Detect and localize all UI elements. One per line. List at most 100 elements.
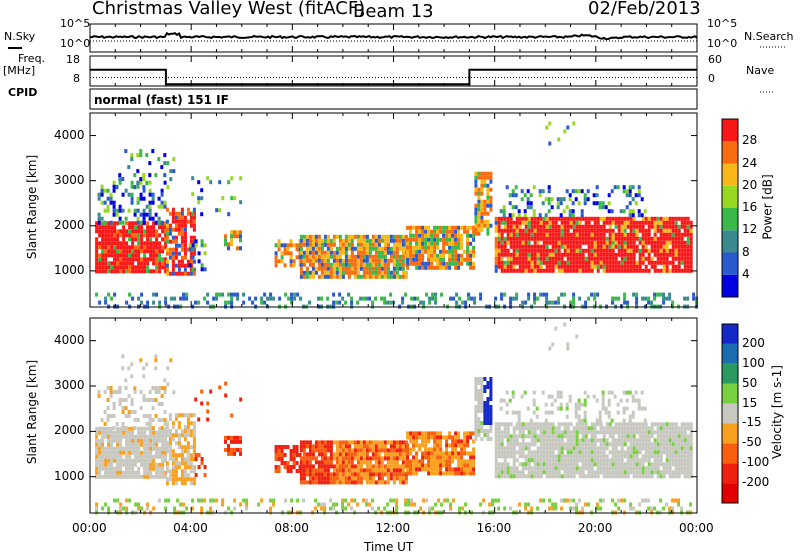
data-cell (554, 506, 558, 511)
data-cell (433, 463, 437, 468)
data-cell (635, 292, 639, 297)
data-cell (350, 254, 354, 259)
data-cell (515, 442, 519, 447)
data-cell (121, 410, 125, 414)
data-cell (418, 443, 422, 448)
data-cell (154, 358, 158, 363)
data-cell (494, 434, 498, 439)
data-cell (371, 266, 375, 271)
data-cell (329, 266, 333, 271)
data-cell (497, 236, 501, 241)
data-cell (578, 454, 582, 459)
data-cell (593, 470, 597, 475)
data-cell (566, 228, 570, 233)
data-cell (477, 227, 481, 232)
data-cell (174, 219, 178, 224)
data-cell (611, 248, 615, 253)
data-cell (662, 268, 666, 273)
data-cell (160, 200, 164, 205)
data-cell (125, 466, 129, 471)
data-cell (101, 241, 105, 246)
data-cell (575, 426, 579, 431)
data-cell (503, 252, 507, 257)
data-cell (506, 446, 510, 451)
data-cell (183, 267, 187, 272)
data-cell (131, 233, 135, 238)
data-cell (128, 462, 132, 467)
data-cell (503, 470, 507, 475)
data-cell (289, 449, 293, 453)
data-cell (143, 434, 147, 439)
data-cell (514, 410, 518, 415)
data-cell (625, 406, 629, 411)
data-cell (239, 246, 242, 251)
data-cell (277, 465, 281, 469)
data-cell (533, 458, 537, 463)
data-cell (143, 430, 147, 435)
data-cell (557, 228, 561, 233)
data-cell (530, 434, 534, 439)
data-cell (653, 260, 657, 265)
data-cell (497, 454, 501, 459)
data-cell (536, 474, 540, 479)
data-cell (374, 258, 378, 263)
data-cell (383, 258, 387, 263)
data-cell (164, 245, 168, 250)
data-cell (542, 422, 546, 427)
data-cell (371, 258, 375, 263)
data-cell (551, 450, 555, 455)
data-cell (442, 253, 446, 258)
data-cell (506, 430, 510, 435)
data-cell (617, 434, 621, 439)
data-cell (503, 264, 507, 269)
data-cell (130, 153, 134, 158)
data-cell (415, 229, 419, 234)
data-cell (668, 292, 672, 297)
data-cell (344, 460, 348, 465)
data-cell (341, 242, 345, 247)
data-cell (171, 449, 175, 454)
data-cell (395, 246, 399, 251)
data-cell (641, 244, 645, 249)
data-cell (233, 451, 236, 456)
data-cell (581, 268, 585, 273)
data-cell (623, 216, 627, 221)
data-cell (186, 441, 190, 446)
data-cell (427, 241, 431, 246)
data-cell (95, 454, 99, 459)
data-cell (512, 228, 516, 233)
data-cell (686, 216, 690, 221)
data-cell (692, 296, 696, 301)
data-cell (165, 461, 169, 466)
data-cell (629, 430, 633, 435)
data-cell (155, 434, 159, 439)
data-cell (137, 470, 141, 475)
data-cell (98, 225, 102, 230)
data-cell (560, 264, 564, 269)
data-cell (445, 443, 449, 448)
data-cell (436, 261, 440, 266)
data-cell (200, 267, 204, 272)
data-cell (353, 234, 357, 239)
data-cell (146, 442, 150, 447)
data-cell (527, 264, 531, 269)
data-cell (206, 176, 210, 181)
data-cell (518, 220, 522, 225)
data-cell (125, 300, 129, 305)
data-cell (380, 480, 384, 485)
data-cell (362, 460, 366, 465)
data-cell (371, 274, 375, 279)
data-cell (635, 430, 639, 435)
data-cell (119, 462, 123, 467)
data-cell (439, 463, 443, 468)
data-cell (477, 377, 481, 381)
data-cell (560, 216, 564, 221)
data-cell (620, 224, 624, 229)
data-cell (197, 180, 201, 185)
data-cell (174, 417, 178, 422)
data-cell (539, 438, 543, 443)
data-cell (445, 447, 449, 452)
data-cell (551, 434, 555, 439)
data-cell (662, 450, 666, 455)
data-cell (668, 232, 672, 237)
